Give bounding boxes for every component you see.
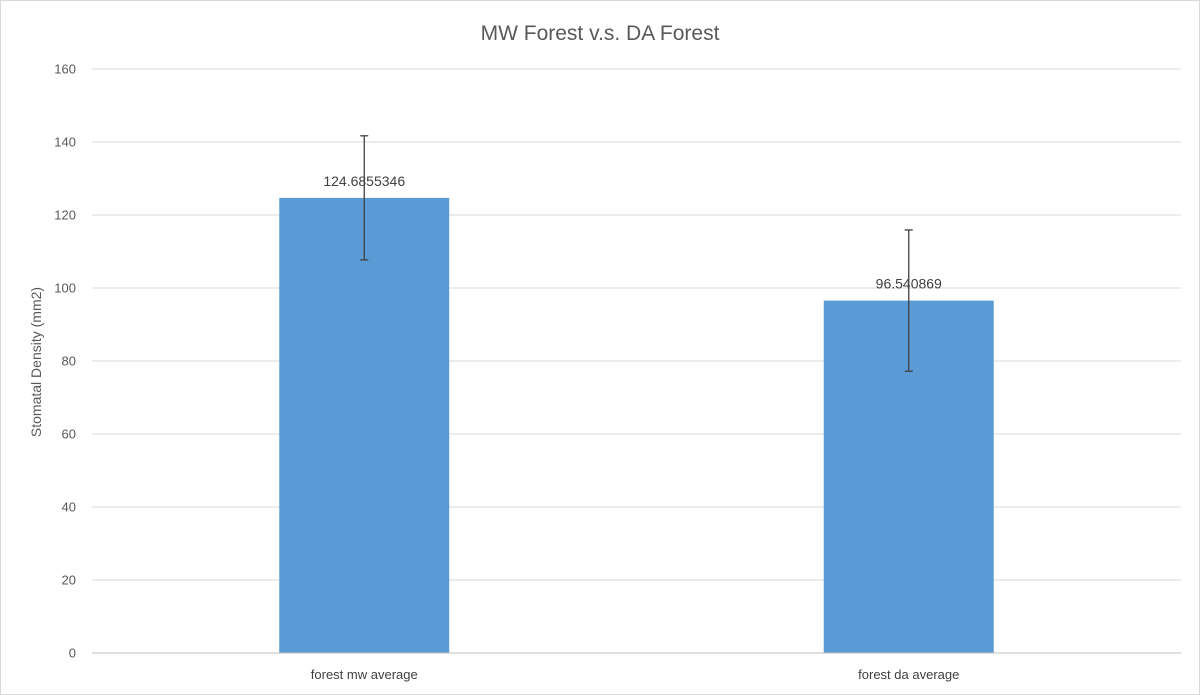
gridlines <box>92 68 1181 581</box>
y-tick-label: 0 <box>69 646 76 661</box>
x-tick-label: forest da average <box>858 667 959 682</box>
y-tick-label: 40 <box>62 500 76 515</box>
chart-title: MW Forest v.s. DA Forest <box>481 22 720 45</box>
bar <box>279 197 450 653</box>
data-label: 96.540869 <box>876 276 942 292</box>
labels: 0 20 40 60 80 100 120 140 160 124.6855346 forest m… <box>54 62 959 683</box>
y-tick-label: 160 <box>54 62 76 77</box>
y-tick-label: 100 <box>54 281 76 296</box>
y-tick-label: 60 <box>62 427 76 442</box>
y-tick-label: 140 <box>54 135 76 150</box>
x-tick-label: forest mw average <box>311 667 418 682</box>
y-tick-label: 80 <box>62 354 76 369</box>
y-tick-label: 20 <box>62 573 76 588</box>
y-tick-label: 120 <box>54 208 76 223</box>
y-axis-title: Stomatal Density (mm2) <box>28 287 44 437</box>
data-label: 124.6855346 <box>323 173 405 189</box>
bars <box>279 135 994 653</box>
